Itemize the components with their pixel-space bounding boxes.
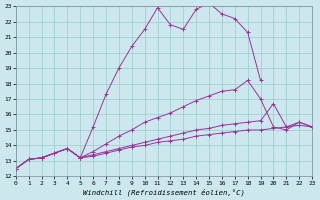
X-axis label: Windchill (Refroidissement éolien,°C): Windchill (Refroidissement éolien,°C)	[83, 188, 245, 196]
